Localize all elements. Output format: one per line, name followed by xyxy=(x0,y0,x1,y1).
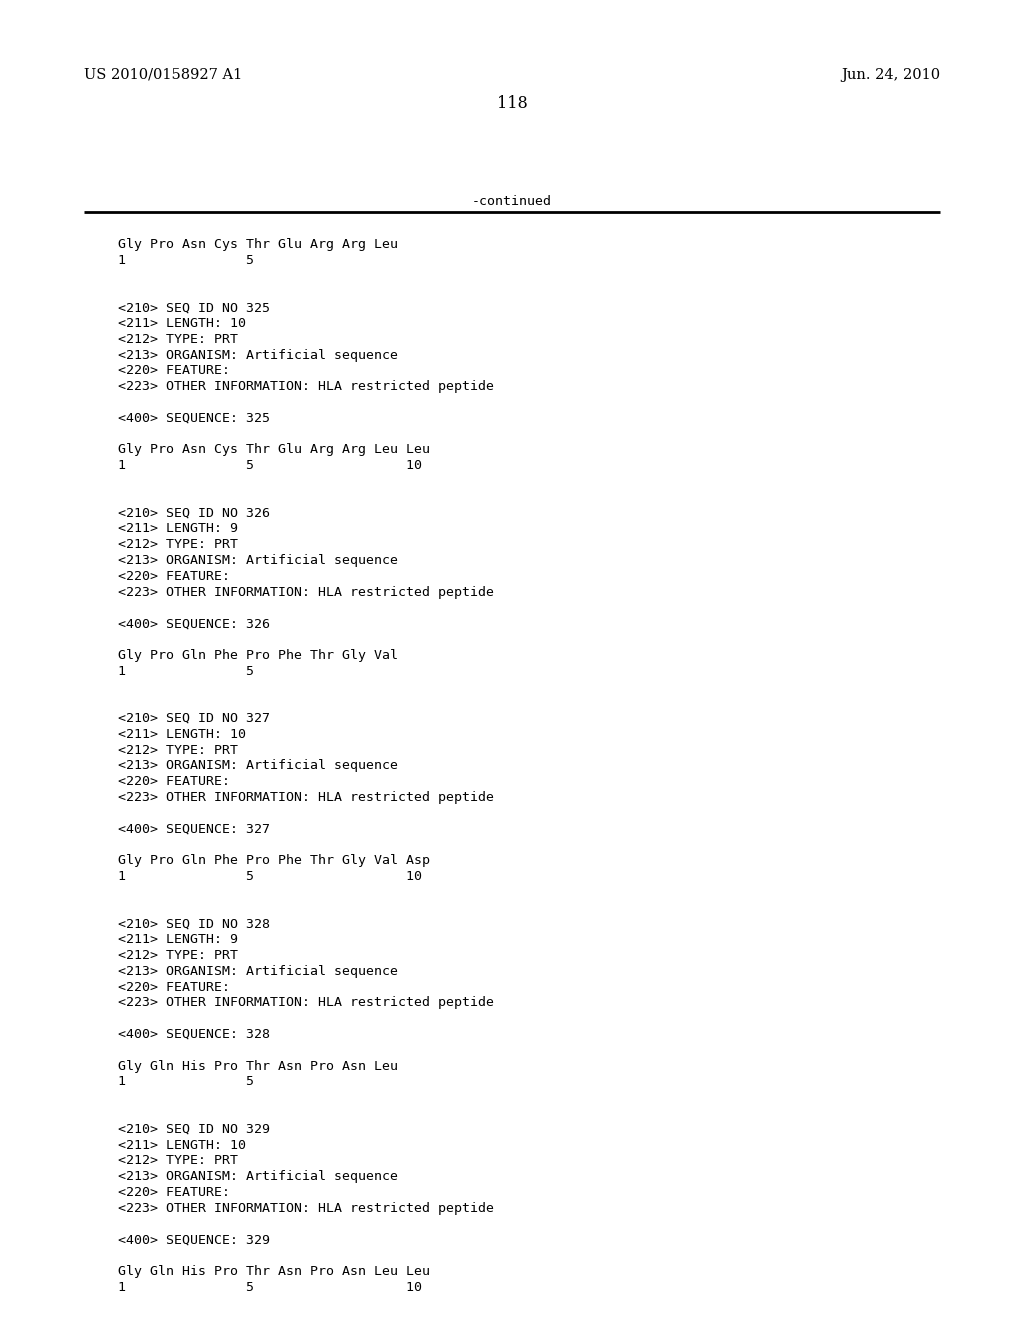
Text: Gly Gln His Pro Thr Asn Pro Asn Leu Leu: Gly Gln His Pro Thr Asn Pro Asn Leu Leu xyxy=(118,1265,430,1278)
Text: <210> SEQ ID NO 325: <210> SEQ ID NO 325 xyxy=(118,301,269,314)
Text: Gly Pro Gln Phe Pro Phe Thr Gly Val Asp: Gly Pro Gln Phe Pro Phe Thr Gly Val Asp xyxy=(118,854,430,867)
Text: <220> FEATURE:: <220> FEATURE: xyxy=(118,775,229,788)
Text: Gly Pro Asn Cys Thr Glu Arg Arg Leu Leu: Gly Pro Asn Cys Thr Glu Arg Arg Leu Leu xyxy=(118,444,430,457)
Text: <400> SEQUENCE: 326: <400> SEQUENCE: 326 xyxy=(118,618,269,630)
Text: Gly Pro Asn Cys Thr Glu Arg Arg Leu: Gly Pro Asn Cys Thr Glu Arg Arg Leu xyxy=(118,238,397,251)
Text: 1               5                   10: 1 5 10 xyxy=(118,870,422,883)
Text: <211> LENGTH: 10: <211> LENGTH: 10 xyxy=(118,727,246,741)
Text: <212> TYPE: PRT: <212> TYPE: PRT xyxy=(118,743,238,756)
Text: <223> OTHER INFORMATION: HLA restricted peptide: <223> OTHER INFORMATION: HLA restricted … xyxy=(118,380,494,393)
Text: <212> TYPE: PRT: <212> TYPE: PRT xyxy=(118,333,238,346)
Text: <213> ORGANISM: Artificial sequence: <213> ORGANISM: Artificial sequence xyxy=(118,554,397,568)
Text: <211> LENGTH: 10: <211> LENGTH: 10 xyxy=(118,317,246,330)
Text: 1               5: 1 5 xyxy=(118,253,254,267)
Text: 1               5: 1 5 xyxy=(118,1076,254,1089)
Text: US 2010/0158927 A1: US 2010/0158927 A1 xyxy=(84,69,243,82)
Text: 1               5                   10: 1 5 10 xyxy=(118,459,422,473)
Text: <400> SEQUENCE: 325: <400> SEQUENCE: 325 xyxy=(118,412,269,425)
Text: <400> SEQUENCE: 328: <400> SEQUENCE: 328 xyxy=(118,1028,269,1041)
Text: 1               5: 1 5 xyxy=(118,664,254,677)
Text: <212> TYPE: PRT: <212> TYPE: PRT xyxy=(118,949,238,962)
Text: <223> OTHER INFORMATION: HLA restricted peptide: <223> OTHER INFORMATION: HLA restricted … xyxy=(118,1201,494,1214)
Text: <223> OTHER INFORMATION: HLA restricted peptide: <223> OTHER INFORMATION: HLA restricted … xyxy=(118,586,494,598)
Text: <211> LENGTH: 9: <211> LENGTH: 9 xyxy=(118,523,238,536)
Text: 1               5                   10: 1 5 10 xyxy=(118,1280,422,1294)
Text: <223> OTHER INFORMATION: HLA restricted peptide: <223> OTHER INFORMATION: HLA restricted … xyxy=(118,791,494,804)
Text: <400> SEQUENCE: 327: <400> SEQUENCE: 327 xyxy=(118,822,269,836)
Text: <210> SEQ ID NO 328: <210> SEQ ID NO 328 xyxy=(118,917,269,931)
Text: <210> SEQ ID NO 327: <210> SEQ ID NO 327 xyxy=(118,711,269,725)
Text: <211> LENGTH: 10: <211> LENGTH: 10 xyxy=(118,1139,246,1151)
Text: <220> FEATURE:: <220> FEATURE: xyxy=(118,1185,229,1199)
Text: <220> FEATURE:: <220> FEATURE: xyxy=(118,364,229,378)
Text: 118: 118 xyxy=(497,95,527,112)
Text: <213> ORGANISM: Artificial sequence: <213> ORGANISM: Artificial sequence xyxy=(118,348,397,362)
Text: <210> SEQ ID NO 329: <210> SEQ ID NO 329 xyxy=(118,1123,269,1135)
Text: <213> ORGANISM: Artificial sequence: <213> ORGANISM: Artificial sequence xyxy=(118,1171,397,1183)
Text: <213> ORGANISM: Artificial sequence: <213> ORGANISM: Artificial sequence xyxy=(118,965,397,978)
Text: <220> FEATURE:: <220> FEATURE: xyxy=(118,570,229,583)
Text: <212> TYPE: PRT: <212> TYPE: PRT xyxy=(118,539,238,552)
Text: -continued: -continued xyxy=(472,195,552,209)
Text: <223> OTHER INFORMATION: HLA restricted peptide: <223> OTHER INFORMATION: HLA restricted … xyxy=(118,997,494,1010)
Text: <210> SEQ ID NO 326: <210> SEQ ID NO 326 xyxy=(118,507,269,520)
Text: Gly Gln His Pro Thr Asn Pro Asn Leu: Gly Gln His Pro Thr Asn Pro Asn Leu xyxy=(118,1060,397,1073)
Text: <400> SEQUENCE: 329: <400> SEQUENCE: 329 xyxy=(118,1233,269,1246)
Text: <213> ORGANISM: Artificial sequence: <213> ORGANISM: Artificial sequence xyxy=(118,759,397,772)
Text: Jun. 24, 2010: Jun. 24, 2010 xyxy=(841,69,940,82)
Text: <212> TYPE: PRT: <212> TYPE: PRT xyxy=(118,1155,238,1167)
Text: Gly Pro Gln Phe Pro Phe Thr Gly Val: Gly Pro Gln Phe Pro Phe Thr Gly Val xyxy=(118,649,397,661)
Text: <211> LENGTH: 9: <211> LENGTH: 9 xyxy=(118,933,238,946)
Text: <220> FEATURE:: <220> FEATURE: xyxy=(118,981,229,994)
